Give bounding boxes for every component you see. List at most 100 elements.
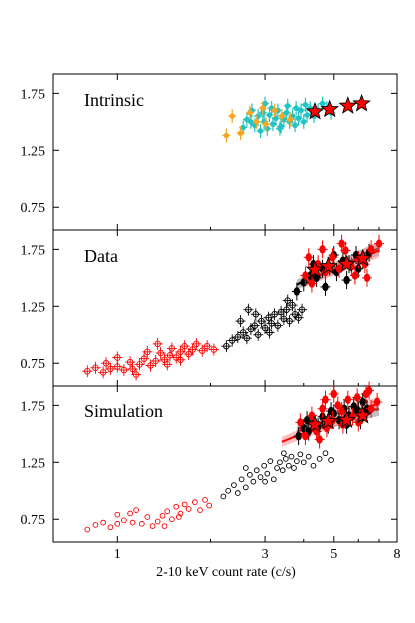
data-point <box>329 253 336 262</box>
data-point <box>316 456 323 462</box>
data-point <box>132 371 140 378</box>
data-point <box>254 331 262 339</box>
panel-frame-group: 0.75 1.25 1.75 <box>21 385 398 543</box>
star-point <box>305 260 325 278</box>
data-point <box>293 287 301 296</box>
data-point <box>228 337 236 344</box>
data-point <box>164 508 171 515</box>
data-point <box>242 484 249 491</box>
data-point <box>298 107 304 114</box>
data-point <box>247 109 253 116</box>
data-point <box>262 478 268 485</box>
data-point <box>335 264 343 273</box>
x-tick-label: 8 <box>394 547 401 562</box>
data-point <box>375 239 383 248</box>
data-point <box>102 359 110 367</box>
data-point <box>351 271 359 280</box>
data-point <box>266 329 273 336</box>
data-point <box>283 109 290 116</box>
data-point <box>258 317 265 325</box>
data-point <box>206 502 213 509</box>
x-axis-label: 2-10 keV count rate (c/s) <box>156 565 296 580</box>
data-point <box>237 130 244 137</box>
data-point <box>264 470 271 477</box>
data-point <box>253 467 260 474</box>
data-point <box>168 516 175 523</box>
y-tick-label: 1.75 <box>21 243 46 258</box>
data-point <box>181 501 188 508</box>
data-point <box>238 476 245 483</box>
data-point <box>295 314 302 321</box>
panel-frame-group: 0.75 1.25 1.75 <box>21 73 398 231</box>
star-point <box>352 93 371 112</box>
data-point <box>279 113 285 119</box>
data-point <box>302 271 309 280</box>
data-point <box>367 245 375 254</box>
y-tick-label: 0.75 <box>21 357 46 372</box>
data-point <box>136 361 143 368</box>
data-point <box>373 397 381 407</box>
data-point <box>267 458 274 465</box>
y-tick-label: 0.75 <box>21 201 46 216</box>
data-point <box>166 352 174 359</box>
data-point <box>99 369 107 376</box>
y-tick-label: 1.25 <box>21 300 46 315</box>
data-point <box>284 297 291 304</box>
data-point <box>149 523 156 529</box>
data-point <box>342 246 349 255</box>
data-point <box>261 324 269 332</box>
data-point <box>225 487 232 494</box>
data-point <box>223 132 230 139</box>
data-point <box>270 121 276 127</box>
data-point <box>229 113 236 119</box>
data-point <box>154 340 161 348</box>
data-point <box>185 506 192 512</box>
data-point <box>270 476 277 483</box>
y-tick-label: 0.75 <box>21 513 46 528</box>
data-point <box>279 467 286 474</box>
data-point <box>343 275 350 285</box>
data-point <box>305 453 312 460</box>
data-point <box>253 119 260 125</box>
data-point <box>295 431 302 441</box>
data-point <box>302 431 309 441</box>
data-point <box>161 523 168 529</box>
data-point <box>295 115 302 122</box>
data-point <box>297 418 304 427</box>
data-point <box>308 279 316 288</box>
data-point <box>289 301 296 309</box>
data-point <box>243 334 251 342</box>
data-point <box>220 493 227 500</box>
data-point <box>310 462 317 469</box>
data-point <box>338 406 345 416</box>
star-point <box>337 410 356 429</box>
data-point <box>359 397 366 407</box>
data-point <box>286 317 293 325</box>
data-point <box>294 458 300 465</box>
star-point <box>338 96 358 114</box>
data-point <box>262 100 268 107</box>
data-point <box>271 107 278 114</box>
data-point <box>271 311 278 318</box>
data-point <box>100 519 106 526</box>
data-point <box>114 354 121 361</box>
data-point <box>126 358 134 366</box>
star-point <box>320 99 340 118</box>
data-point <box>164 361 171 368</box>
data-point <box>175 514 182 520</box>
data-point <box>120 366 128 374</box>
data-point <box>268 320 275 327</box>
data-point <box>152 357 159 365</box>
data-point <box>133 507 139 513</box>
data-point <box>239 329 247 336</box>
data-point <box>355 264 362 273</box>
data-point <box>308 411 316 420</box>
data-point <box>140 355 148 362</box>
data-point <box>277 308 285 316</box>
data-point <box>144 348 151 356</box>
data-point <box>367 404 375 413</box>
data-point <box>92 522 99 528</box>
data-point <box>277 459 283 466</box>
data-point <box>144 514 151 520</box>
data-point <box>319 245 326 254</box>
